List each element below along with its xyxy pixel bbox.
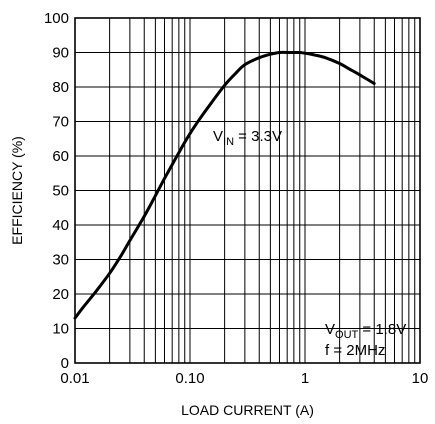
annotation-vin-sub: IN: [223, 136, 234, 148]
y-tick-label: 100: [44, 10, 69, 27]
annotation-vout-main: V: [325, 321, 335, 338]
x-axis-title: LOAD CURRENT (A): [181, 402, 314, 418]
annotation-frequency: f = 2MHz: [325, 342, 385, 359]
x-tick-label: 0.10: [175, 370, 204, 387]
annotation-vin-main: V: [213, 128, 223, 145]
annotation-vout: VOUT = 1.8V: [325, 321, 406, 341]
grid-lines: [75, 18, 420, 363]
x-tick-label: 10: [412, 370, 429, 387]
annotation-vin: VIN = 3.3V: [213, 128, 282, 148]
plot-frame: [74, 17, 421, 364]
efficiency-curve: [73, 50, 376, 320]
annotation-vin-value: = 3.3V: [234, 128, 282, 145]
y-tick-label: 20: [52, 286, 69, 303]
x-tick-label: 1: [301, 370, 309, 387]
y-tick-label: 70: [52, 114, 69, 131]
x-tick-label: 0.01: [60, 370, 89, 387]
y-tick-label: 80: [52, 79, 69, 96]
y-tick-label: 30: [52, 252, 69, 269]
annotation-vout-sub: OUT: [335, 329, 359, 341]
x-tick-labels: 0.01 0.10 1 10: [60, 370, 428, 387]
y-tick-label: 90: [52, 45, 69, 62]
y-tick-label: 10: [52, 321, 69, 338]
y-tick-labels: 0 10 20 30 40 50 60 70 80 90 100: [44, 10, 69, 372]
y-tick-label: 40: [52, 217, 69, 234]
y-axis-title: EFFICIENCY (%): [9, 136, 25, 245]
annotation-vout-value: = 1.8V: [358, 321, 406, 338]
y-tick-label: 0: [61, 355, 69, 372]
y-tick-label: 60: [52, 148, 69, 165]
y-tick-label: 50: [52, 183, 69, 200]
